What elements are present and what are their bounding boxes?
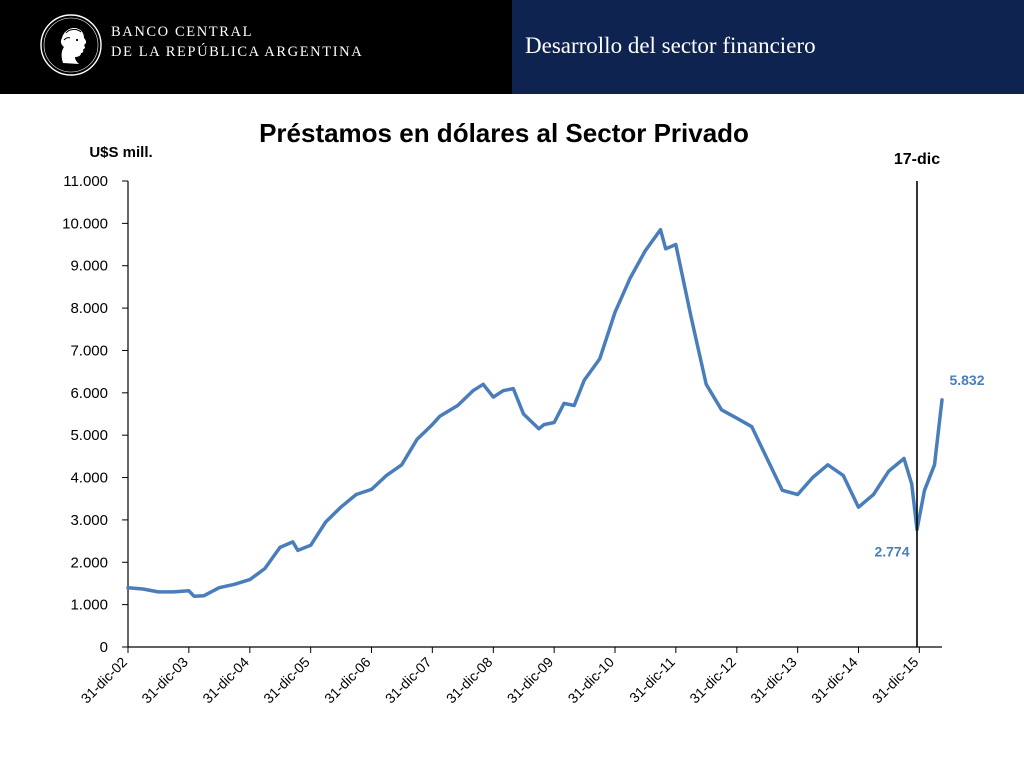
chart-title: Préstamos en dólares al Sector Privado <box>259 118 749 148</box>
effigy-medallion-icon <box>40 14 102 76</box>
x-tick-label: 31-dic-14 <box>808 654 861 707</box>
y-tick-label: 9.000 <box>70 258 108 275</box>
header-logo-panel: BANCO CENTRAL DE LA REPÚBLICA ARGENTINA <box>0 0 512 94</box>
x-tick-label: 31-dic-12 <box>686 654 739 707</box>
x-tick-label: 31-dic-04 <box>199 654 252 707</box>
x-tick-label: 31-dic-13 <box>747 654 800 707</box>
series-line <box>126 227 944 598</box>
event-marker-label: 17-dic <box>894 151 940 168</box>
loans-line-chart: Préstamos en dólares al Sector Privado U… <box>62 118 985 707</box>
section-title: Desarrollo del sector financiero <box>525 33 816 58</box>
y-axis-label: U$S mill. <box>89 144 152 161</box>
x-tick-label: 31-dic-10 <box>565 654 618 707</box>
x-tick-label: 31-dic-11 <box>626 654 678 706</box>
series-layer <box>126 227 944 598</box>
header-title-panel: Desarrollo del sector financiero <box>512 0 1024 94</box>
y-axis: 0 1.000 2.000 3.000 4.000 5.000 6.000 7.000 8.00… <box>62 173 129 656</box>
y-tick-label: 10.000 <box>62 215 108 232</box>
y-tick-label: 2.000 <box>70 554 108 571</box>
x-tick-label: 31-dic-15 <box>869 654 922 707</box>
x-tick-label: 31-dic-05 <box>260 654 313 707</box>
bank-name-line2: DE LA REPÚBLICA ARGENTINA <box>111 44 364 60</box>
x-tick-label: 31-dic-06 <box>321 654 374 707</box>
x-tick-label: 31-dic-09 <box>504 654 557 707</box>
y-tick-label: 5.000 <box>70 427 108 444</box>
x-tick-label: 31-dic-08 <box>443 654 496 707</box>
data-value-label: 5.832 <box>949 372 984 388</box>
y-tick-label: 0 <box>100 639 108 656</box>
y-tick-label: 11.000 <box>63 173 108 190</box>
y-tick-label: 3.000 <box>70 512 108 529</box>
y-tick-label: 8.000 <box>70 300 108 317</box>
x-tick-label: 31-dic-02 <box>78 654 131 707</box>
y-tick-label: 4.000 <box>70 470 108 487</box>
slide-header: BANCO CENTRAL DE LA REPÚBLICA ARGENTINA … <box>0 0 1024 94</box>
y-tick-label: 6.000 <box>70 385 108 402</box>
x-tick-label: 31-dic-07 <box>382 654 435 707</box>
x-tick-label: 31-dic-03 <box>138 654 191 707</box>
x-axis: 31-dic-02 31-dic-03 31-dic-04 31-dic-05 31-d… <box>78 646 942 707</box>
bank-name-line1: BANCO CENTRAL <box>111 24 254 40</box>
y-tick-label: 7.000 <box>70 342 108 359</box>
y-tick-label: 1.000 <box>70 597 108 614</box>
data-value-label: 2.774 <box>874 543 909 559</box>
annotation-layer: 17-dic 2.774 5.832 <box>874 151 985 647</box>
